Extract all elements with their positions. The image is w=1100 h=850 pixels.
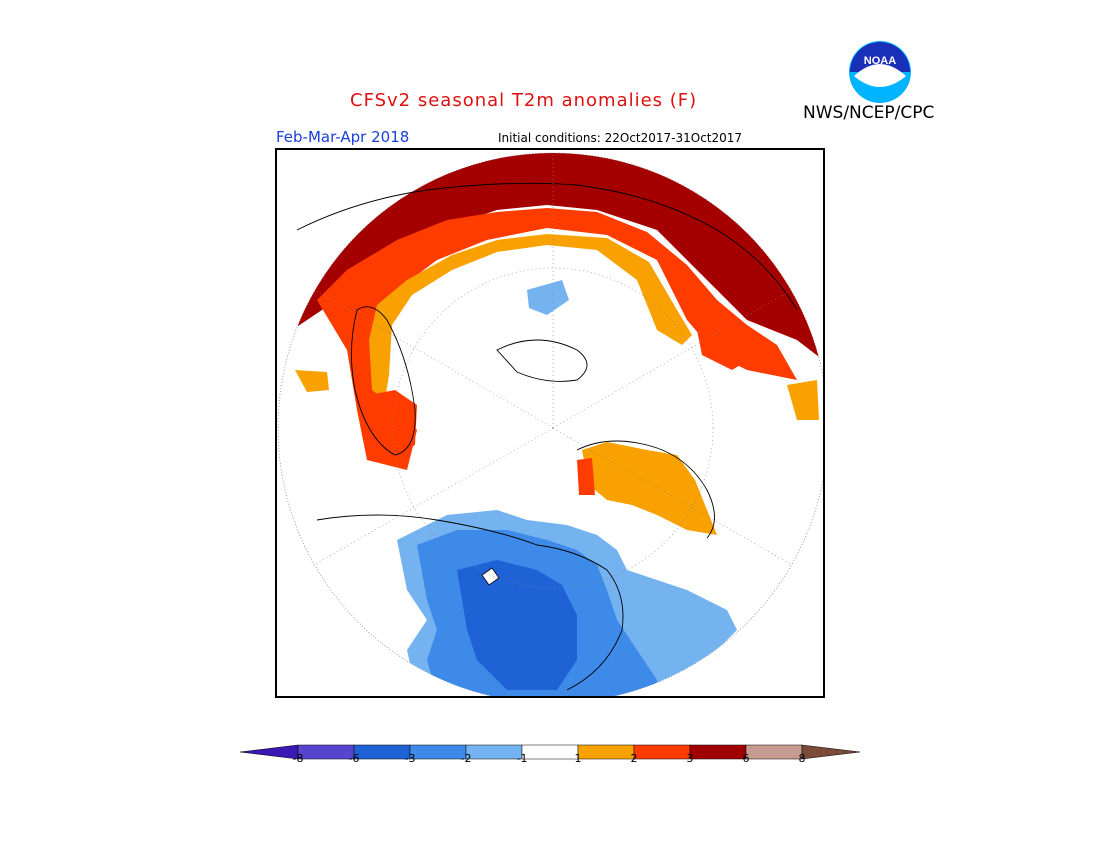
warm-anomaly-east-red: [697, 325, 757, 370]
legend-box: [577, 744, 635, 760]
legend-tick-label: 3: [686, 752, 694, 765]
warm-anomaly-alaska-red: [577, 458, 595, 495]
cold-anomaly-arctic: [527, 280, 569, 315]
legend-box: [689, 744, 747, 760]
cold-anomaly-darkblue: [457, 560, 577, 690]
legend-box: [745, 744, 803, 760]
color-legend: [240, 744, 861, 760]
warm-anomaly-alaska: [582, 442, 717, 535]
noaa-logo: NOAA: [849, 41, 911, 103]
initial-conditions: Initial conditions: 22Oct2017-31Oct2017: [498, 131, 743, 145]
warm-anomaly-red: [317, 208, 797, 470]
forecast-period: Feb-Mar-Apr 2018: [276, 128, 410, 146]
legend-box: [409, 744, 467, 760]
legend-tick-label: -2: [460, 752, 472, 765]
legend-box: [353, 744, 411, 760]
legend-arrow-high: [801, 744, 861, 760]
alaska-coast: [576, 440, 715, 539]
legend-tick-label: 1: [574, 752, 582, 765]
org-label: NWS/NCEP/CPC: [803, 103, 935, 123]
logo-text: NOAA: [864, 55, 896, 67]
legend-tick-label: 2: [630, 752, 638, 765]
north-america-coast: [316, 514, 624, 691]
legend-tick-label: 6: [742, 752, 750, 765]
map-frame: [275, 148, 825, 698]
logo-upper-half: [850, 42, 910, 72]
legend-box: [633, 744, 691, 760]
warm-anomaly-greenland: [365, 390, 417, 455]
hudson-bay: [481, 567, 500, 586]
coastlines: [296, 182, 798, 691]
warm-anomaly-small-1: [295, 370, 329, 392]
warm-anomaly-darkred: [278, 153, 823, 360]
graticule: [313, 153, 793, 589]
legend-tick-label: -3: [404, 752, 416, 765]
logo-gull: [854, 64, 906, 87]
greenland-coast: [351, 306, 416, 456]
warm-anomaly-small-2: [787, 380, 819, 420]
anomaly-fields: [278, 153, 823, 696]
legend-tick-label: -8: [292, 752, 304, 765]
polar-map: [277, 152, 823, 696]
legend-box: [465, 744, 523, 760]
cold-anomaly-east: [625, 595, 722, 660]
map-title: CFSv2 seasonal T2m anomalies (F): [350, 90, 698, 111]
legend-arrow-low: [240, 744, 299, 760]
legend-tick-label: -1: [516, 752, 528, 765]
arctic-islands: [496, 339, 588, 382]
legend-tick-label: -6: [348, 752, 360, 765]
legend-box: [297, 744, 355, 760]
eurasia-coast: [296, 182, 798, 311]
legend-box: [521, 744, 579, 760]
legend-tick-label: 8: [798, 752, 806, 765]
